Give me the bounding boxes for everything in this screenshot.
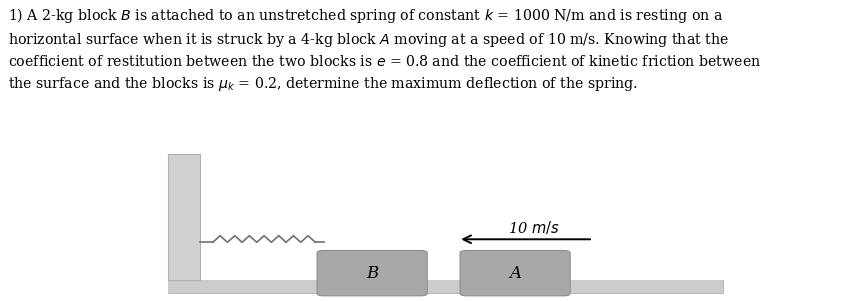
Text: B: B xyxy=(366,265,378,282)
Text: A: A xyxy=(509,265,521,282)
Bar xyxy=(168,154,200,280)
FancyBboxPatch shape xyxy=(460,250,570,296)
Bar xyxy=(168,280,723,293)
FancyBboxPatch shape xyxy=(317,250,427,296)
Bar xyxy=(168,280,723,293)
Text: 10 $m/s$: 10 $m/s$ xyxy=(508,219,560,236)
Text: 1) A 2-kg block $B$ is attached to an unstretched spring of constant $k$ = 1000 : 1) A 2-kg block $B$ is attached to an un… xyxy=(8,6,762,93)
